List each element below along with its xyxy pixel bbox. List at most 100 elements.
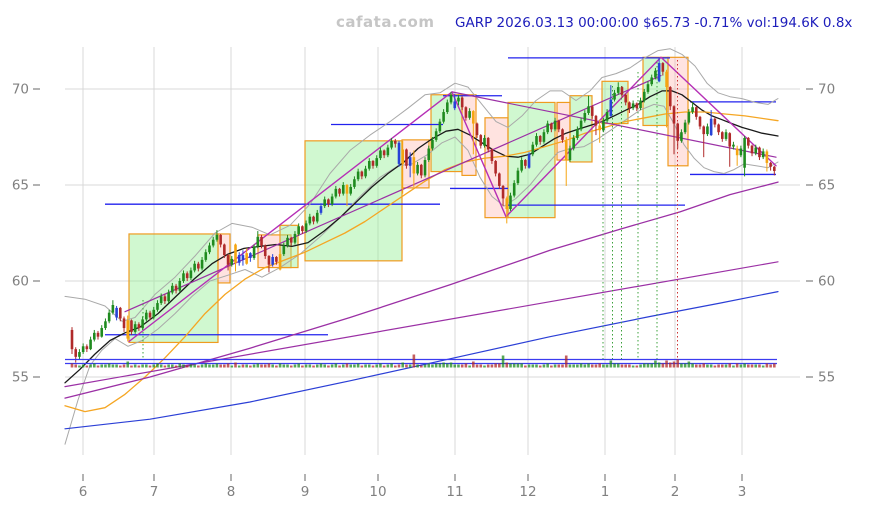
volume-bar (297, 363, 300, 368)
candle-body (278, 254, 282, 270)
candle-body (356, 171, 360, 180)
volume-bar (104, 364, 107, 368)
candle-body (89, 339, 92, 350)
candle-body (390, 140, 393, 148)
candle-body (171, 285, 174, 293)
volume-bar (758, 364, 761, 368)
volume-bar (92, 363, 96, 368)
candle-body (494, 161, 497, 174)
volume-bar (479, 364, 483, 368)
y-axis-label-left: 55 (12, 370, 29, 386)
candle-body (583, 113, 587, 121)
volume-bar (137, 365, 141, 368)
volume-bar (159, 364, 163, 368)
quote-line: GARP 2026.03.13 00:00:00 $65.73 -0.71% v… (455, 15, 853, 31)
candle-body (271, 257, 274, 265)
x-axis-label: 10 (369, 484, 386, 500)
volume-bar (81, 364, 85, 368)
candle-body (646, 84, 650, 92)
volume-bar (613, 363, 616, 368)
candle-body (516, 170, 520, 184)
volume-bar (446, 363, 449, 368)
volume-bar (208, 364, 211, 368)
volume-bar (133, 364, 137, 368)
volume-bar (728, 363, 732, 368)
volume-bar (694, 364, 698, 368)
candle-body (420, 164, 423, 176)
bollinger-upper (64, 48, 779, 322)
volume-bar (631, 365, 635, 368)
volume-bar (676, 359, 680, 368)
candle-body (765, 151, 769, 163)
volume-bar (341, 364, 345, 368)
candle-body (345, 185, 349, 194)
volume-bar (657, 362, 661, 368)
candle-body (657, 63, 661, 82)
candle-body (568, 148, 572, 161)
green-signal-box (304, 140, 403, 262)
volume-bar (412, 354, 416, 368)
volume-bar (743, 363, 746, 368)
volume-bar (286, 364, 289, 368)
volume-bar (750, 364, 754, 368)
candle-body (531, 144, 535, 155)
candle-body (642, 91, 646, 101)
candle-body (92, 332, 96, 340)
candle-body (683, 122, 687, 133)
candle-body (735, 148, 739, 156)
volume-bar (204, 363, 208, 368)
candle-body (204, 252, 208, 260)
volume-bar (605, 364, 609, 368)
volume-bar (249, 365, 252, 368)
candle-body (367, 161, 371, 169)
candle-body (535, 136, 538, 145)
volume-bar (289, 365, 293, 368)
volume-bar (761, 365, 765, 368)
volume-bar (713, 365, 717, 368)
volume-bar (732, 365, 735, 368)
candle-body (327, 199, 330, 205)
candle-body (628, 102, 631, 109)
candle-body (520, 160, 523, 171)
volume-bar (661, 363, 665, 368)
x-axis-label: 1 (601, 484, 610, 500)
volume-bar (420, 365, 423, 368)
volume-bar (356, 363, 360, 368)
candle-body (449, 94, 453, 103)
volume-bar (542, 364, 546, 368)
candle-body (754, 147, 758, 154)
candle-body (412, 157, 416, 174)
candle-body (438, 121, 442, 132)
candle-body (156, 303, 159, 310)
candle-body (208, 245, 211, 253)
trend-channel (124, 74, 662, 313)
candle-body (256, 236, 260, 247)
volume-bar (501, 355, 505, 368)
candle-body (572, 137, 575, 149)
candle-body (564, 140, 568, 161)
volume-bar (616, 363, 620, 368)
volume-bar (100, 364, 104, 368)
ma-fast-black (64, 90, 779, 384)
candle-body (769, 162, 772, 167)
candle-body (382, 150, 386, 156)
volume-bar (442, 362, 445, 368)
volume-bar (397, 364, 401, 368)
volume-bar (304, 364, 308, 368)
candle-body (230, 258, 234, 265)
candle-body (732, 144, 735, 147)
candle-body (111, 305, 115, 313)
candle-body (702, 126, 706, 135)
volume-bar (706, 364, 709, 368)
candle-body (145, 312, 148, 320)
candle-body (587, 106, 590, 113)
volume-bar (163, 365, 167, 368)
candle-body (486, 137, 490, 150)
candle-body (464, 107, 468, 118)
candle-body (453, 101, 457, 109)
candle-body (721, 132, 724, 139)
volume-bar (364, 364, 367, 368)
candle-body (215, 234, 219, 240)
volume-bar (189, 364, 193, 368)
volume-bar (427, 363, 431, 368)
